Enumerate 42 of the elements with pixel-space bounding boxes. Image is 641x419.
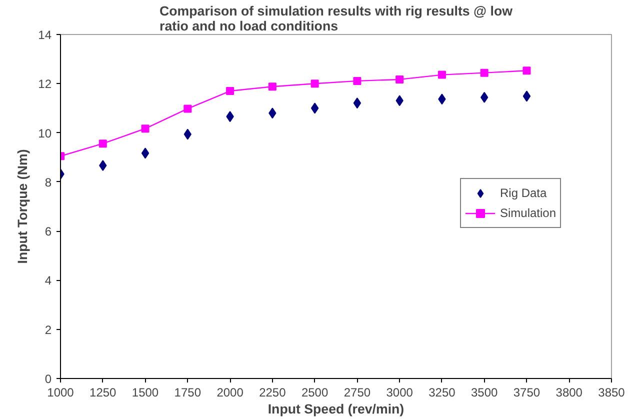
- y-tick-label: 4: [44, 274, 52, 288]
- point: [226, 87, 234, 96]
- x-tick-label: 2750: [344, 386, 371, 400]
- x-tick-label: 1750: [174, 386, 202, 400]
- point: [353, 98, 362, 109]
- x-tick-label: 2000: [216, 386, 244, 400]
- point: [438, 70, 446, 79]
- legend-label: Simulation: [500, 206, 556, 220]
- x-tick-label: 1500: [132, 386, 159, 400]
- x-tick-label: 3750: [513, 386, 540, 400]
- x-tick-label: 3800: [556, 386, 583, 400]
- y-tick-label: 0: [44, 372, 52, 386]
- legend-label: Rig Data: [500, 186, 547, 200]
- x-tick-label: 3250: [428, 386, 456, 400]
- point: [480, 68, 488, 77]
- x-tick-label: 1000: [47, 386, 74, 400]
- y-tick-label: 6: [44, 224, 52, 239]
- point: [184, 104, 192, 113]
- x-tick-label: 3850: [598, 386, 626, 400]
- point: [141, 124, 150, 133]
- y-tick-label: 12: [38, 77, 52, 92]
- y-tick-label: 10: [38, 126, 52, 140]
- point: [396, 75, 404, 84]
- x-tick-label: 2250: [259, 386, 286, 400]
- point: [522, 66, 531, 75]
- x-tick-label: 1250: [90, 386, 117, 400]
- chart-title: Comparison of simulation results with rig results @ low ratio and no load conditions: [160, 4, 514, 34]
- x-tick-label: 3500: [471, 386, 498, 400]
- point: [310, 80, 319, 88]
- y-tick-label: 8: [44, 175, 52, 190]
- y-tick-label: 2: [44, 322, 52, 337]
- y-tick-label: 14: [38, 28, 52, 42]
- x-tick-label: 3000: [386, 386, 414, 400]
- point: [310, 102, 319, 114]
- x-tick-label: 2500: [301, 386, 328, 400]
- point: [268, 82, 276, 91]
- point: [353, 76, 362, 85]
- y-axis-title: Input Torque (Nm): [15, 149, 30, 264]
- x-axis-title: Input Speed (rev/min): [268, 402, 404, 416]
- point: [141, 148, 150, 159]
- point: [522, 90, 531, 102]
- point: [98, 140, 107, 148]
